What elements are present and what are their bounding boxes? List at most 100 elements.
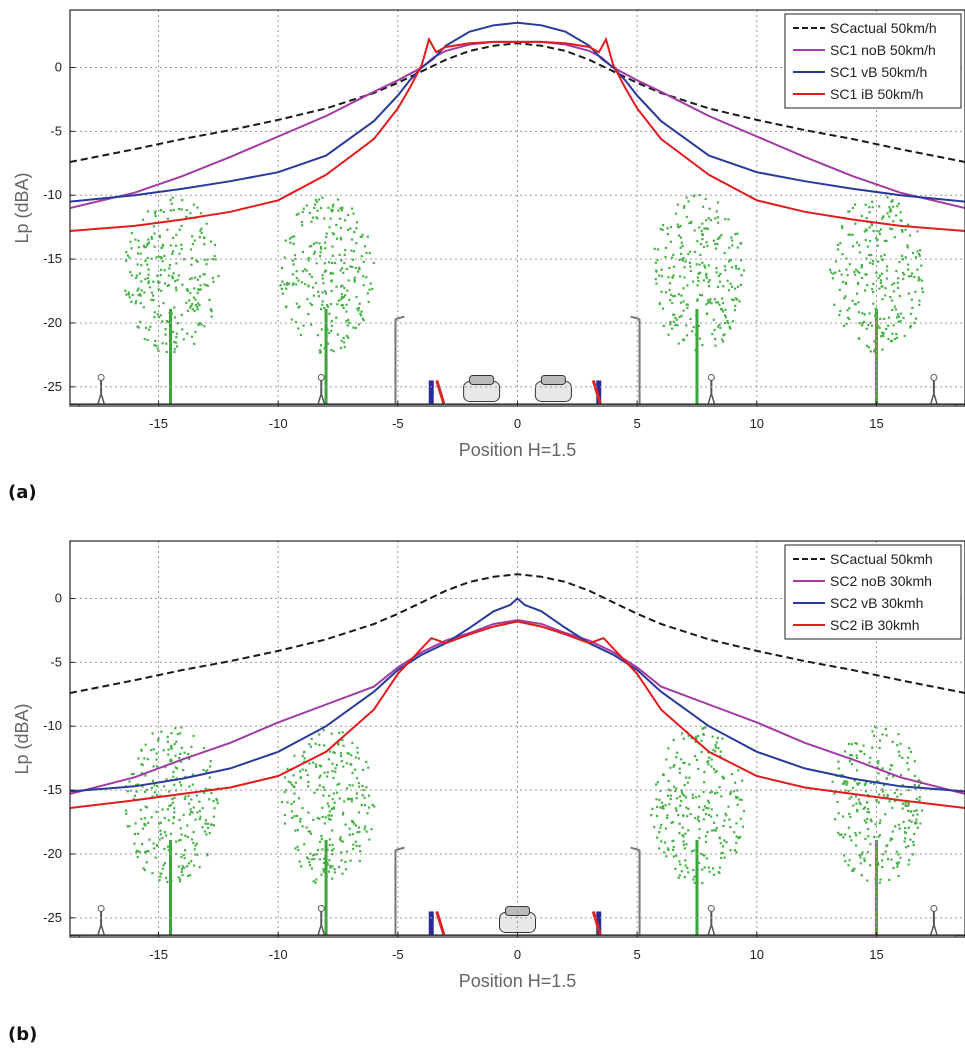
leaf (847, 210, 850, 213)
leaf (362, 788, 365, 792)
tree (124, 196, 220, 404)
data-point (493, 25, 494, 26)
leaf (855, 754, 858, 757)
leaf (917, 279, 920, 282)
data-point (756, 775, 757, 776)
leaf (896, 205, 899, 208)
leaf (896, 277, 900, 280)
leaf (698, 194, 701, 197)
leaf (307, 313, 310, 316)
leaf (723, 321, 727, 325)
data-point (373, 691, 374, 692)
leaf (676, 223, 679, 226)
leaf (287, 282, 291, 285)
lamp-arm (395, 315, 405, 321)
leaf (173, 742, 176, 746)
leaf (742, 269, 746, 272)
leaf (916, 826, 919, 829)
leaf (841, 226, 844, 230)
leaf (675, 809, 678, 812)
leaf (727, 289, 731, 292)
data-point (565, 31, 566, 32)
leaf (189, 874, 192, 877)
leaf (707, 281, 710, 284)
leaf (165, 834, 168, 837)
leaf (330, 289, 333, 293)
leaf (184, 775, 187, 778)
leaf (878, 822, 881, 825)
leaf (155, 752, 158, 755)
data-point (230, 660, 231, 661)
data-point (637, 95, 638, 96)
leaf (671, 839, 674, 843)
leaf (687, 252, 690, 256)
leaf (320, 838, 323, 841)
leaf (723, 819, 726, 822)
leaf (340, 259, 343, 262)
leaf (343, 253, 346, 257)
leaf (205, 833, 208, 836)
leaf (875, 237, 878, 240)
leaf (904, 846, 908, 849)
leaf (330, 329, 333, 333)
leaf (345, 334, 349, 338)
leaf (890, 299, 894, 302)
leaf (671, 820, 675, 824)
data-point (660, 709, 661, 710)
leaf (371, 287, 374, 291)
leaf (329, 818, 332, 821)
leaf (290, 318, 293, 321)
data-point (601, 58, 602, 59)
leaf (313, 250, 317, 253)
leaf (896, 795, 899, 798)
leaf (199, 212, 203, 215)
leaf (729, 282, 732, 285)
leaf (695, 326, 698, 330)
tree (650, 726, 746, 935)
leaf (720, 852, 723, 855)
leaf (868, 211, 871, 214)
leaf (653, 247, 656, 250)
leaf (286, 283, 289, 286)
leaf (331, 245, 334, 248)
leaf (703, 781, 706, 784)
leaf (656, 248, 660, 251)
leaf (893, 305, 896, 308)
leaf (130, 247, 133, 250)
data-point (325, 155, 326, 156)
leaf (188, 278, 192, 281)
leaf (831, 277, 835, 280)
leaf (672, 845, 675, 849)
leaf (196, 291, 199, 295)
leaf (718, 280, 722, 283)
leaf (193, 239, 196, 242)
leaf (872, 302, 875, 305)
leaf (330, 324, 333, 327)
leaf (183, 866, 186, 869)
leaf (838, 313, 841, 317)
leaf (171, 236, 175, 240)
leaf (351, 771, 354, 775)
leaf (906, 246, 909, 249)
leaf (153, 316, 156, 319)
leaf (664, 255, 667, 259)
leaf (294, 781, 297, 784)
leaf (716, 216, 720, 219)
leaf (839, 242, 842, 245)
leaf (841, 225, 844, 228)
leaf (186, 835, 189, 839)
data-point (708, 751, 709, 752)
leaf (160, 246, 163, 250)
leaf (194, 844, 197, 847)
leaf (871, 290, 875, 294)
leaf (177, 839, 181, 842)
leaf (655, 805, 659, 809)
leaf (161, 320, 164, 323)
leaf (301, 825, 304, 828)
leaf (688, 776, 691, 779)
leaf (863, 230, 866, 233)
leaf (886, 795, 889, 798)
data-point (409, 80, 410, 81)
leaf (150, 235, 153, 239)
data-point (524, 604, 525, 605)
